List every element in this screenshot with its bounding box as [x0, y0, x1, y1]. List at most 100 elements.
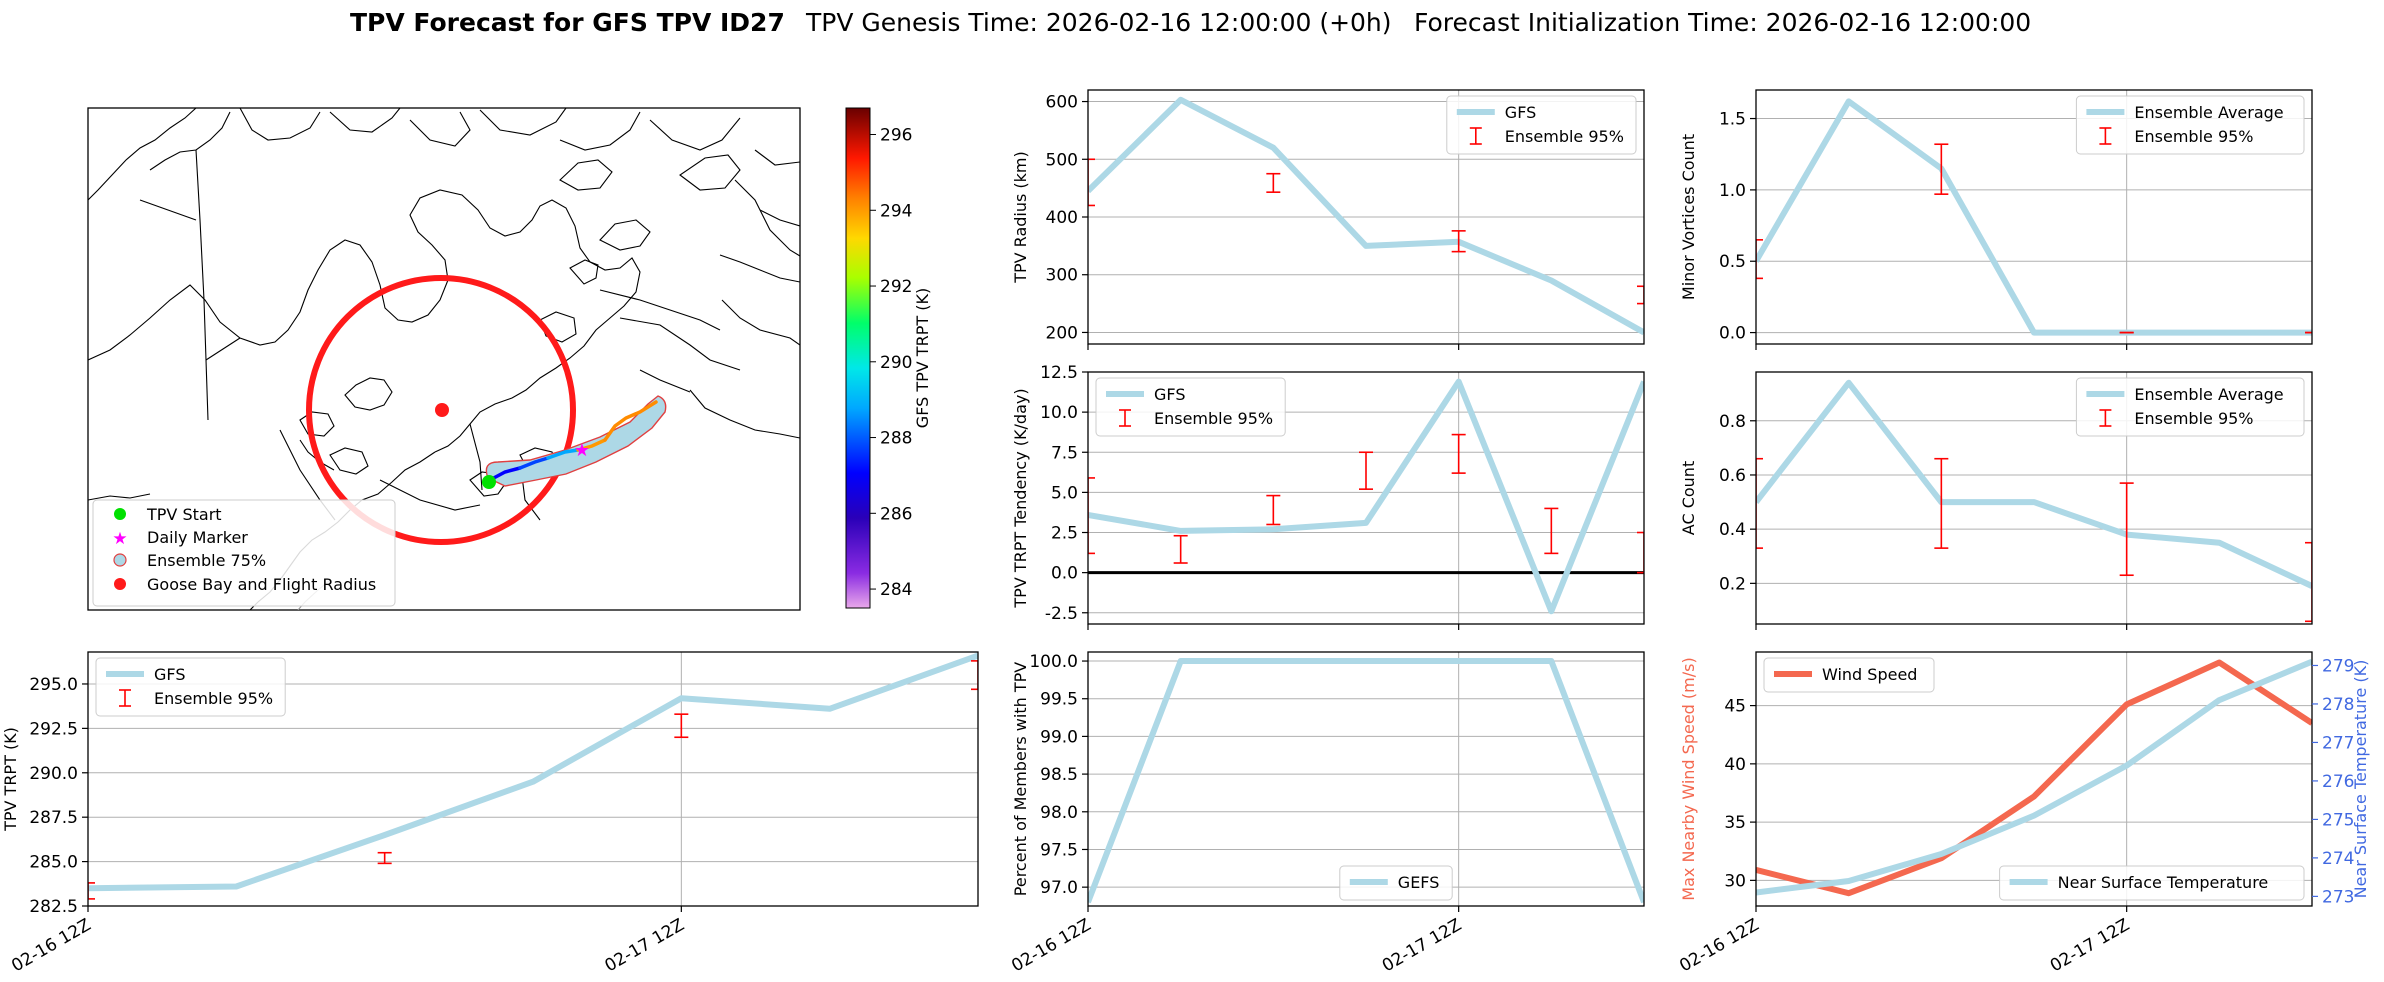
error-bar [2305, 541, 2312, 623]
legend-envelope-icon [113, 553, 127, 567]
error-bar [1544, 507, 1559, 555]
y-axis-label: AC Count [1679, 461, 1698, 535]
legend-errorbar-icon [1119, 409, 1131, 427]
legend-label: GEFS [1398, 873, 1440, 892]
init-time: Forecast Initialization Time: 2026-02-16… [1414, 8, 2031, 37]
axes-frame [1755, 651, 2313, 907]
series-line-ensemble-average [1756, 98, 2312, 336]
series-line-ensemble-average [1756, 379, 2312, 589]
chart-legend: GFS Ensemble 95% [1095, 377, 1286, 437]
legend-label: Wind Speed [1822, 665, 1917, 684]
error-bar [1359, 451, 1373, 490]
x-tick-label: 02-16 12Z [8, 915, 94, 976]
y-tick-label: 12.5 [1040, 363, 1078, 383]
axes-frame [1087, 371, 1645, 625]
colorbar-tick-label: 294 [880, 201, 912, 221]
legend-start-icon [114, 508, 126, 520]
chart-legend: GFS Ensemble 95% [1446, 95, 1637, 155]
chart-legend: Ensemble Average Ensemble 95% [2075, 95, 2305, 155]
error-bar [1088, 477, 1095, 555]
error-bar [1088, 158, 1095, 207]
error-bar [1266, 172, 1281, 193]
chart-legend: Wind Speed [1763, 657, 1935, 693]
axes-frame [1755, 371, 2313, 625]
y-tick-label: 287.5 [29, 808, 78, 828]
y-tick-label: 282.5 [29, 897, 78, 917]
plot-area [1088, 658, 1644, 904]
goose-bay-marker [435, 403, 449, 417]
y-tick-label: 400 [1046, 208, 1078, 228]
y-axis-label: TPV TRPT (K) [1, 727, 20, 832]
y-axis-label: TPV TRPT Tendency (K/day) [1011, 388, 1030, 608]
y2-tick-label: 277 [2322, 733, 2354, 753]
error-bar [1756, 239, 1763, 280]
y-tick-label: 97.5 [1040, 840, 1078, 860]
legend-errorbar-icon [1469, 127, 1482, 145]
x-tick-label: 02-16 12Z [1008, 915, 1094, 976]
legend-label: Near Surface Temperature [2058, 873, 2269, 892]
y-tick-label: 0.5 [1719, 252, 1746, 272]
y-tick-label: 295.0 [29, 675, 78, 695]
map-legend: TPV Start ★ Daily Marker Ensemble 75% Go… [92, 499, 396, 607]
error-bar [674, 713, 689, 739]
y-tick-label: 40 [1724, 755, 1746, 775]
y-tick-label: 0.4 [1719, 520, 1746, 540]
series-line-gfs [88, 652, 978, 892]
y-tick-label: 0.2 [1719, 574, 1746, 594]
y-tick-label: 99.0 [1040, 727, 1078, 747]
plot-area [1756, 658, 2312, 897]
chart-legend: GEFS [1339, 865, 1453, 901]
y-tick-label: 5.0 [1051, 483, 1078, 503]
error-bar [2119, 482, 2134, 577]
legend-daily-marker: Daily Marker [147, 528, 248, 547]
y-tick-label: -2.5 [1045, 604, 1078, 624]
error-bar [1451, 230, 1466, 253]
legend-label: GFS [154, 665, 185, 684]
y2-tick-label: 279 [2322, 656, 2354, 676]
legend-goose-bay-icon [114, 578, 126, 590]
legend-errorbar-icon [2099, 409, 2112, 427]
legend-label: Ensemble 95% [2134, 127, 2253, 146]
colorbar-tick-label: 296 [880, 126, 912, 146]
error-bar [377, 851, 392, 865]
series-line-gefs [1088, 658, 1644, 904]
x-tick-label: 02-17 12Z [1379, 915, 1465, 976]
figure-title: TPV Forecast for GFS TPV ID27 [350, 8, 785, 37]
colorbar [845, 107, 871, 609]
colorbar-tick-label: 286 [880, 504, 912, 524]
y-tick-label: 300 [1046, 266, 1078, 286]
y-tick-label: 1.0 [1719, 181, 1746, 201]
flight-radius-circle [306, 275, 576, 545]
y-tick-label: 30 [1724, 871, 1746, 891]
legend-goose-bay: Goose Bay and Flight Radius [147, 575, 376, 594]
y2-axis-label: Near Surface Temperature (K) [2351, 660, 2370, 899]
x-tick-label: 02-17 12Z [602, 915, 688, 976]
chart-members: 97.0 97.5 98.0 98.5 99.0 99.5 100.0 02-16 12Z 02… [1008, 651, 1645, 976]
y-tick-label: 7.5 [1051, 443, 1078, 463]
error-bar [1451, 433, 1466, 474]
axes-frame [1755, 89, 2313, 345]
chart-tendency: -2.5 0.0 2.5 5.0 7.5 10.0 12.5 TPV TRPT Tendenc… [1011, 363, 1645, 630]
y-tick-label: 98.0 [1040, 803, 1078, 823]
y-tick-label: 99.5 [1040, 690, 1078, 710]
y-tick-label: 500 [1046, 150, 1078, 170]
series-line-wind-speed [1756, 659, 2312, 897]
y-tick-label: 0.8 [1719, 412, 1746, 432]
legend-errorbar-icon [2099, 127, 2112, 145]
plot-area [1088, 378, 1644, 615]
y-tick-label: 97.0 [1040, 878, 1078, 898]
y-axis-label: Minor Vortices Count [1679, 134, 1698, 300]
error-bar [1637, 285, 1644, 305]
legend-label: Ensemble 95% [154, 689, 273, 708]
legend-label: Ensemble 95% [2134, 409, 2253, 428]
chart-minor: 0.0 0.5 1.0 1.5 Minor Vortices Count Ensemble… [1679, 89, 2313, 350]
y-tick-label: 2.5 [1051, 524, 1078, 544]
tpv-track [488, 400, 658, 482]
error-bar [1934, 457, 1949, 549]
y-tick-label: 290.0 [29, 764, 78, 784]
chart-legend: Near Surface Temperature [1999, 865, 2305, 901]
error-bar [971, 660, 978, 691]
